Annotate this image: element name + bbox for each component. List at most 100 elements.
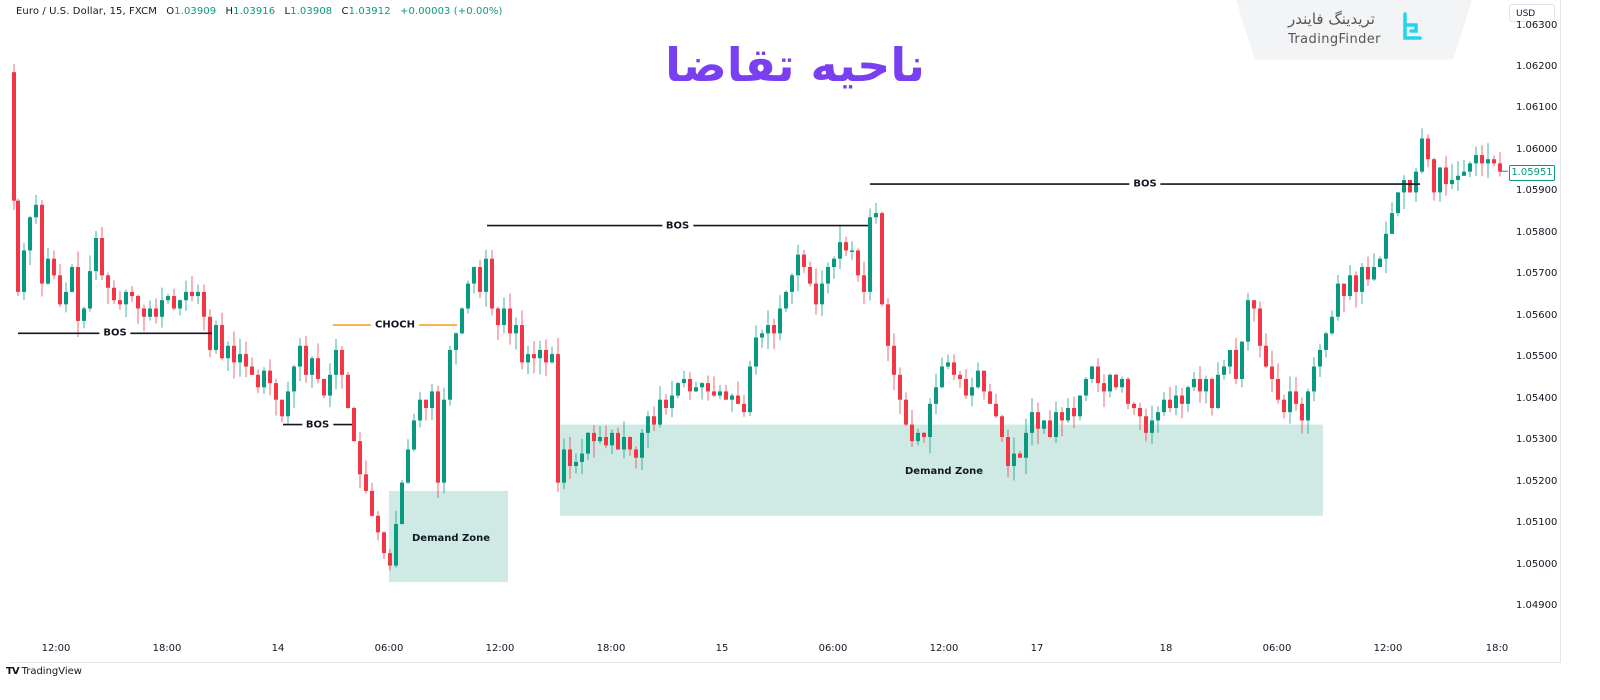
candle-body: [1246, 300, 1250, 342]
candle-body: [706, 383, 710, 392]
candle-body: [16, 200, 20, 292]
candle-body: [742, 403, 746, 413]
candle-body: [1072, 407, 1076, 417]
chart-title: ناحیه تقاضا: [665, 38, 925, 92]
candle-body: [106, 275, 110, 288]
tradingview-logo[interactable]: TV TradingView: [6, 666, 82, 677]
candle-body: [1264, 345, 1268, 367]
bos-label: BOS: [99, 327, 131, 339]
candle-body: [976, 370, 980, 388]
candle-body: [442, 399, 446, 483]
candle-body: [778, 308, 782, 334]
candle-body: [142, 308, 146, 317]
price-tick: 1.05100: [1516, 517, 1558, 529]
candle-body: [1468, 163, 1472, 172]
candle-body: [244, 354, 248, 367]
candle-body: [616, 432, 620, 450]
candle-body: [1168, 399, 1172, 408]
candle-body: [844, 242, 848, 251]
price-tick: 1.05600: [1516, 309, 1558, 321]
candle-body: [730, 395, 734, 400]
candle-body: [64, 291, 68, 305]
candle-body: [232, 345, 236, 363]
candle-body: [796, 254, 800, 276]
candle-body: [994, 403, 998, 417]
close-value: 1.03912: [348, 6, 391, 17]
candle-body: [856, 250, 860, 276]
candle-body: [628, 437, 632, 450]
candle-body: [460, 308, 464, 334]
candle-body: [1144, 416, 1148, 433]
candle-body: [652, 416, 656, 425]
demand-zone-label: Demand Zone: [412, 533, 491, 544]
price-tick: 1.06300: [1516, 19, 1558, 31]
candle-body: [1174, 395, 1178, 408]
candle-body: [454, 333, 458, 350]
candle-body: [634, 449, 638, 458]
candle-body: [664, 399, 668, 408]
tradingview-icon: TV: [6, 666, 20, 677]
candle-body: [226, 345, 230, 359]
candle-body: [640, 432, 644, 458]
candle-body: [1240, 341, 1244, 379]
candle-body: [1126, 378, 1130, 404]
candle-body: [1162, 399, 1166, 413]
chart-pane[interactable]: [10, 0, 1561, 663]
candle-body: [58, 275, 62, 305]
candle-body: [1114, 374, 1118, 388]
candle-body: [868, 217, 872, 292]
change-value: +0.00003 (+0.00%): [399, 6, 503, 17]
candle-body: [340, 349, 344, 375]
candle-body: [1102, 383, 1106, 392]
candle-body: [1372, 267, 1376, 280]
candle-body: [154, 308, 158, 317]
candle-body: [1390, 213, 1394, 234]
candle-body: [832, 258, 836, 268]
time-tick: 12:00: [485, 643, 515, 654]
price-tick: 1.05500: [1516, 351, 1558, 363]
candle-body: [802, 254, 806, 268]
candle-body: [532, 354, 536, 359]
candle-body: [1006, 437, 1010, 467]
candle-body: [958, 374, 962, 379]
candle-body: [574, 461, 578, 467]
candle-body: [1288, 391, 1292, 413]
candle-body: [1354, 275, 1358, 292]
candle-body: [922, 432, 926, 438]
candle-body: [262, 370, 266, 388]
candle-body: [166, 296, 170, 301]
high-value: 1.03916: [233, 6, 276, 17]
candle-body: [724, 391, 728, 400]
candle-body: [1192, 378, 1196, 388]
price-tick: 1.05900: [1516, 185, 1558, 197]
candle-body: [562, 449, 566, 483]
candle-body: [892, 345, 896, 375]
candle-body: [1408, 179, 1412, 193]
bos-label: BOS: [1129, 178, 1161, 190]
candle-body: [1360, 267, 1364, 292]
candle-body: [748, 366, 752, 413]
candle-body: [484, 258, 488, 292]
candle-body: [820, 283, 824, 305]
candle-body: [1156, 412, 1160, 421]
symbol-name[interactable]: Euro / U.S. Dollar, 15, FXCM: [16, 6, 157, 17]
currency-button[interactable]: USD: [1509, 4, 1555, 22]
candle-body: [592, 432, 596, 442]
candle-body: [1096, 366, 1100, 384]
candle-body: [322, 378, 326, 396]
candle-body: [1366, 267, 1370, 280]
candle-body: [1312, 366, 1316, 392]
candle-body: [1492, 159, 1496, 164]
candle-body: [760, 333, 764, 338]
candle-body: [334, 349, 338, 375]
candle-body: [850, 250, 854, 252]
candle-body: [766, 325, 770, 334]
candle-body: [718, 391, 722, 396]
candle-body: [412, 420, 416, 450]
candle-body: [736, 395, 740, 404]
candle-body: [430, 391, 434, 408]
candle-body: [1348, 275, 1352, 297]
candle-body: [304, 345, 308, 375]
candle-body: [1120, 378, 1124, 388]
